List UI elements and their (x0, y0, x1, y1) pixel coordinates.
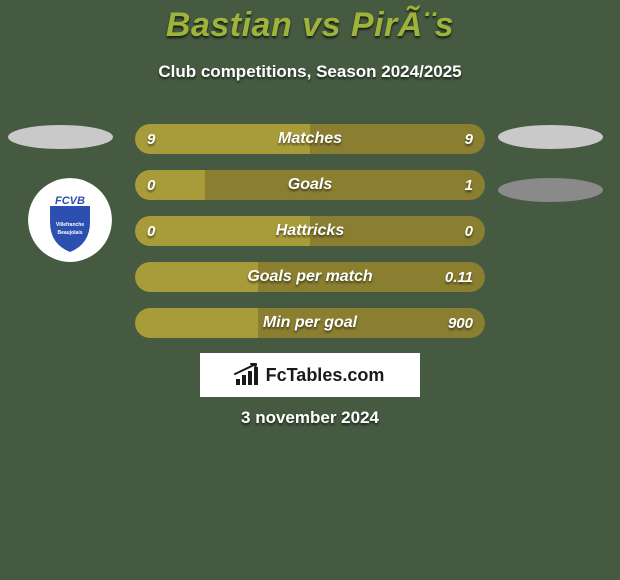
comparison-infographic: Bastian vs PirÃ¨s Club competitions, Sea… (0, 0, 620, 580)
player-oval-right-1 (498, 125, 603, 149)
subtitle: Club competitions, Season 2024/2025 (0, 62, 620, 82)
fctables-label: FcTables.com (266, 365, 385, 386)
stat-label: Goals per match (135, 262, 485, 292)
title: Bastian vs PirÃ¨s (0, 6, 620, 45)
player-oval-left (8, 125, 113, 149)
stat-value-left: 0 (147, 216, 155, 246)
stat-label: Hattricks (135, 216, 485, 246)
stat-row: Min per goal900 (135, 308, 485, 338)
stat-row: Goals0 1 (135, 170, 485, 200)
player-oval-right-2 (498, 178, 603, 202)
stat-value-right: 0.11 (445, 262, 473, 292)
stat-row: Matches9 9 (135, 124, 485, 154)
fctables-chart-icon (236, 365, 260, 385)
svg-text:Beaujolais: Beaujolais (57, 230, 82, 236)
stat-value-right: 9 (465, 124, 473, 154)
stat-value-right: 1 (465, 170, 473, 200)
stat-label: Matches (135, 124, 485, 154)
stat-label: Goals (135, 170, 485, 200)
stat-row: Hattricks0 0 (135, 216, 485, 246)
stat-row: Goals per match0.11 (135, 262, 485, 292)
badge-text-sub: Villefranche (56, 222, 84, 228)
club-badge: FCVB Villefranche Beaujolais (28, 178, 112, 262)
date: 3 november 2024 (0, 408, 620, 428)
badge-text-main: FCVB (55, 195, 85, 207)
stat-label: Min per goal (135, 308, 485, 338)
fctables-watermark: FcTables.com (200, 353, 420, 397)
stat-value-left: 0 (147, 170, 155, 200)
stat-rows: Matches99Goals01Hattricks00Goals per mat… (135, 124, 485, 354)
stat-value-right: 0 (465, 216, 473, 246)
stat-value-right: 900 (448, 308, 473, 338)
stat-value-left: 9 (147, 124, 155, 154)
